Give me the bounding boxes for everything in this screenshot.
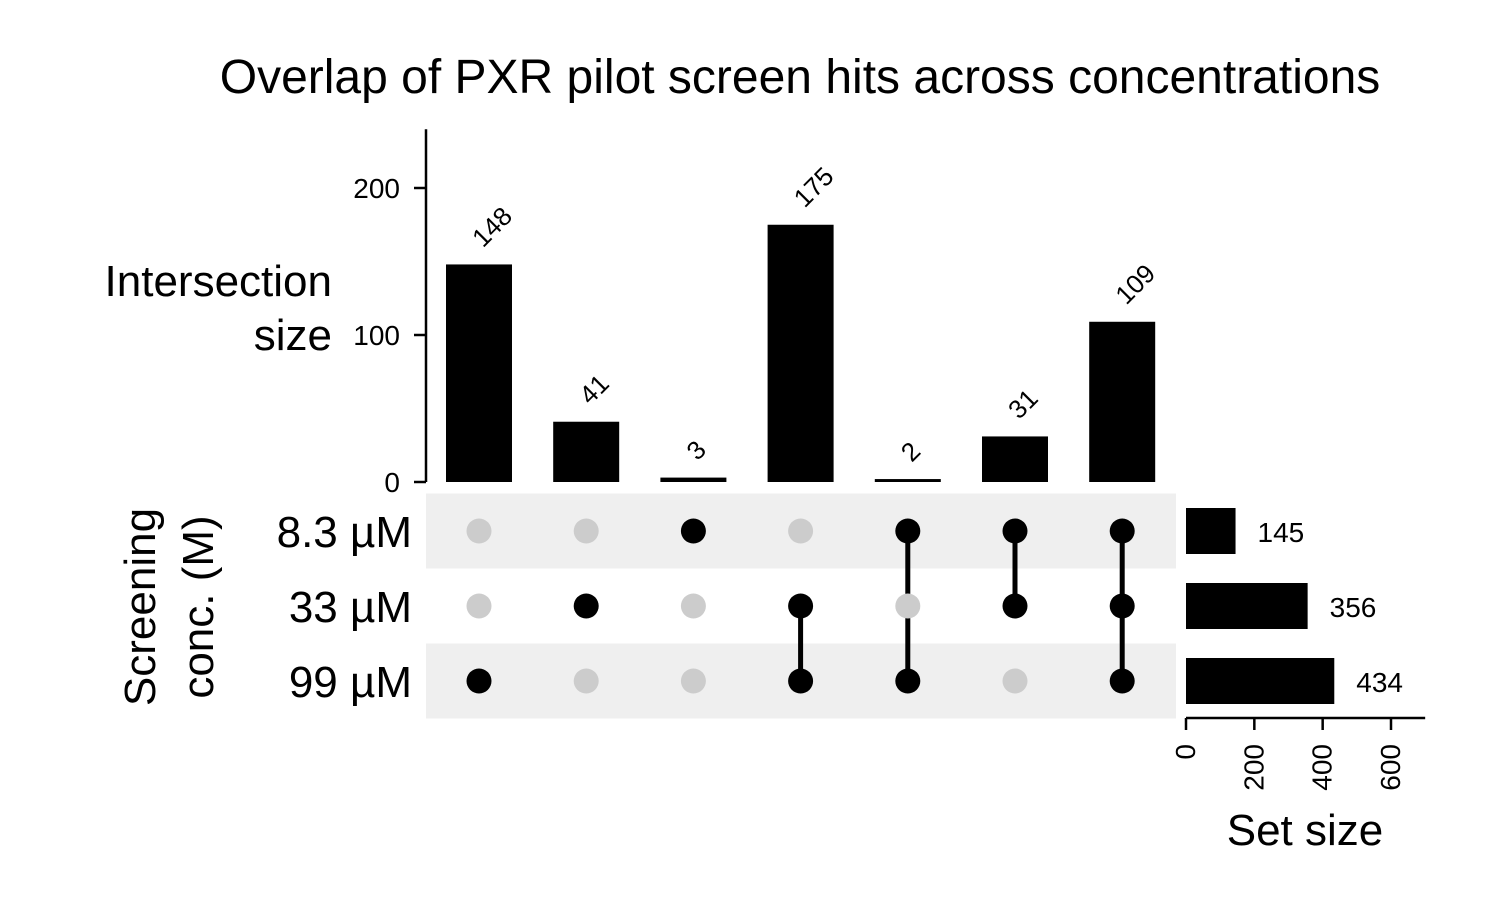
matrix-dot-inactive <box>573 518 599 544</box>
matrix-dot-inactive <box>466 593 492 619</box>
intersection-bar <box>446 264 512 482</box>
matrix-dot-inactive <box>680 668 706 694</box>
intersection-bars: 148 41 3 175 2 31 109 <box>446 161 1161 482</box>
intersection-matrix <box>466 518 1135 694</box>
intersection-bar <box>660 477 727 482</box>
intersection-bar-label: 175 <box>788 161 840 213</box>
matrix-dot-inactive <box>1002 668 1028 694</box>
set-size-bar <box>1186 583 1308 629</box>
matrix-dot-active <box>895 518 921 544</box>
set-size-axis-label: Set size <box>1227 806 1384 855</box>
chart-title: Overlap of PXR pilot screen hits across … <box>220 51 1381 104</box>
set-size-bar <box>1186 508 1236 554</box>
matrix-dot-active <box>1002 593 1028 619</box>
intersection-bar-label: 31 <box>1002 383 1044 425</box>
matrix-dot-inactive <box>573 668 599 694</box>
set-size-axis-tick-label: 0 <box>1170 744 1201 760</box>
matrix-dot-active <box>1109 518 1135 544</box>
matrix-dot-active <box>788 593 814 619</box>
matrix-dot-active <box>895 668 921 694</box>
y-axis-tick-label: 200 <box>353 173 400 204</box>
set-label: 33 µM <box>289 583 412 632</box>
matrix-dot-active <box>466 668 492 694</box>
set-size-axis-tick-label: 400 <box>1307 744 1338 791</box>
intersection-bar-label: 109 <box>1109 258 1161 310</box>
intersection-bar <box>1089 321 1156 482</box>
matrix-dot-active <box>1002 518 1028 544</box>
set-size-bar-label: 145 <box>1258 517 1305 548</box>
set-size-bar-label: 434 <box>1356 667 1403 698</box>
intersection-bar-label: 41 <box>573 368 615 410</box>
y-axis-tick-label: 0 <box>384 467 400 498</box>
intersection-y-axis: 0 100 200 <box>353 129 428 498</box>
set-label: 99 µM <box>289 658 412 707</box>
intersection-bar <box>874 479 941 482</box>
set-size-x-axis: 0 200 400 600 <box>1170 716 1426 791</box>
intersection-bar <box>767 224 834 482</box>
matrix-dot-active <box>1109 668 1135 694</box>
set-size-bar <box>1186 658 1335 704</box>
intersection-bar <box>982 436 1048 482</box>
matrix-dot-inactive <box>895 593 921 619</box>
intersection-bar <box>553 421 620 482</box>
matrix-dot-active <box>1109 593 1135 619</box>
matrix-dot-active <box>680 518 706 544</box>
set-axis-label-line-1: Screening <box>116 508 165 706</box>
intersection-bar-label: 2 <box>895 436 926 467</box>
matrix-dot-active <box>573 593 599 619</box>
matrix-dot-inactive <box>466 518 492 544</box>
matrix-dot-inactive <box>788 518 814 544</box>
intersection-bar-label: 148 <box>466 201 518 253</box>
set-label: 8.3 µM <box>277 508 412 557</box>
intersection-size-axis-label: Intersection size <box>105 257 332 360</box>
set-size-bar-label: 356 <box>1330 592 1377 623</box>
set-labels: 8.3 µM 33 µM 99 µM <box>277 508 412 707</box>
set-size-axis-tick-label: 600 <box>1375 744 1406 791</box>
matrix-dot-active <box>788 668 814 694</box>
set-size-bars: 145 356 434 <box>1186 508 1403 704</box>
set-axis-label-line-2: conc. (M) <box>174 515 223 698</box>
intersection-bar-label: 3 <box>680 434 711 465</box>
y-axis-tick-label: 100 <box>353 320 400 351</box>
set-axis-label: Screening conc. (M) <box>116 508 223 706</box>
intersection-axis-label-line-1: Intersection <box>105 257 332 306</box>
intersection-axis-label-line-2: size <box>254 311 332 360</box>
matrix-dot-inactive <box>680 593 706 619</box>
set-size-axis-tick-label: 200 <box>1238 744 1269 791</box>
